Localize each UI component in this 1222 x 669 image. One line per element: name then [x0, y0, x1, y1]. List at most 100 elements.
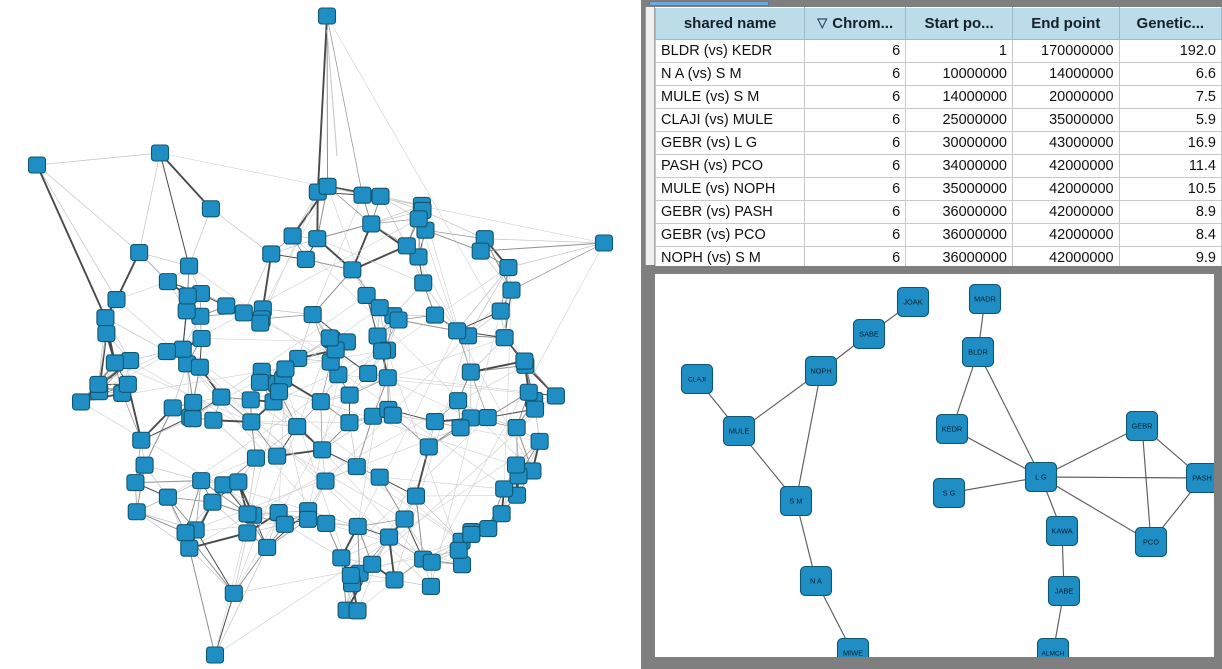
node-shape[interactable]: [238, 524, 257, 542]
node-shape[interactable]: [316, 472, 335, 490]
graph-node[interactable]: [363, 555, 382, 573]
graph-node[interactable]: [298, 510, 318, 528]
column-header-start_point[interactable]: Start po...: [905, 7, 1013, 40]
network-overview-canvas[interactable]: [0, 0, 641, 669]
graph-node[interactable]: [190, 358, 209, 376]
graph-node[interactable]: [126, 474, 145, 492]
graph-node[interactable]: [118, 375, 137, 393]
graph-node[interactable]: [353, 186, 372, 204]
graph-node[interactable]: [380, 528, 399, 546]
column-header-shared_name[interactable]: shared name: [654, 7, 806, 40]
graph-node[interactable]: [180, 257, 199, 275]
node-shape[interactable]: [968, 283, 1002, 315]
graph-node[interactable]: L G: [1024, 461, 1058, 493]
cell-end_point[interactable]: 35000000: [1011, 108, 1120, 132]
node-shape[interactable]: [385, 571, 404, 589]
graph-node[interactable]: [371, 187, 390, 205]
node-shape[interactable]: [448, 322, 467, 340]
cell-start_point[interactable]: 1: [905, 39, 1013, 63]
node-shape[interactable]: [371, 187, 390, 205]
node-shape[interactable]: [372, 342, 392, 360]
graph-node[interactable]: [192, 329, 211, 348]
cell-end_point[interactable]: 43000000: [1011, 131, 1120, 155]
cell-chromosome[interactable]: 6: [804, 223, 907, 247]
node-shape[interactable]: [72, 393, 91, 411]
graph-node[interactable]: [594, 234, 614, 252]
node-shape[interactable]: [395, 510, 414, 528]
cell-shared_name[interactable]: PASH (vs) PCO: [654, 154, 806, 178]
cell-genetic[interactable]: 11.4: [1118, 154, 1222, 178]
node-shape[interactable]: [251, 314, 270, 332]
node-shape[interactable]: [499, 258, 518, 277]
graph-node[interactable]: [495, 329, 514, 347]
cell-genetic[interactable]: 10.5: [1118, 177, 1222, 201]
column-header-chromosome[interactable]: ▽ Chrom...: [804, 7, 907, 40]
table-row[interactable]: PASH (vs) PCO 6 34000000 42000000 11.4: [654, 154, 1222, 178]
graph-node[interactable]: [238, 524, 257, 542]
graph-node[interactable]: [234, 304, 253, 322]
node-shape[interactable]: [368, 327, 387, 345]
node-shape[interactable]: [234, 304, 253, 322]
node-shape[interactable]: [378, 369, 397, 387]
graph-node[interactable]: [203, 493, 222, 511]
graph-node[interactable]: [378, 369, 397, 387]
node-shape[interactable]: [348, 517, 367, 535]
node-shape[interactable]: [425, 306, 444, 324]
node-shape[interactable]: [320, 329, 339, 347]
node-shape[interactable]: [804, 355, 838, 387]
node-shape[interactable]: [406, 487, 426, 505]
node-shape[interactable]: [258, 538, 277, 557]
cell-shared_name[interactable]: CLAJI (vs) MULE: [654, 108, 806, 132]
node-shape[interactable]: [204, 411, 223, 429]
cell-genetic[interactable]: 7.5: [1118, 85, 1222, 109]
node-shape[interactable]: [127, 503, 146, 521]
graph-node[interactable]: [183, 410, 202, 428]
node-shape[interactable]: [192, 472, 211, 490]
graph-node[interactable]: [317, 514, 336, 532]
graph-node[interactable]: [201, 200, 220, 218]
node-shape[interactable]: [896, 286, 930, 318]
graph-node[interactable]: [406, 487, 426, 505]
cell-genetic[interactable]: 8.4: [1118, 223, 1222, 247]
table-row[interactable]: N A (vs) S M 6 10000000 14000000 6.6: [654, 62, 1222, 86]
node-shape[interactable]: [852, 318, 886, 350]
graph-node[interactable]: [397, 237, 416, 255]
graph-node[interactable]: [347, 458, 366, 476]
graph-node[interactable]: [340, 386, 359, 404]
table-tab-strip[interactable]: [649, 1, 769, 6]
cell-start_point[interactable]: 35000000: [905, 177, 1013, 201]
graph-node[interactable]: [491, 302, 510, 320]
graph-node[interactable]: [158, 273, 177, 291]
graph-node[interactable]: [318, 177, 337, 195]
graph-node[interactable]: [479, 520, 498, 538]
node-shape[interactable]: [722, 415, 756, 447]
node-shape[interactable]: [353, 186, 372, 204]
node-shape[interactable]: [121, 352, 140, 370]
graph-node[interactable]: [409, 210, 428, 228]
graph-node[interactable]: [303, 305, 322, 324]
graph-node[interactable]: [370, 299, 389, 317]
graph-node[interactable]: [546, 387, 565, 405]
node-shape[interactable]: [449, 541, 468, 559]
graph-node[interactable]: [192, 472, 211, 490]
graph-node[interactable]: [363, 407, 382, 425]
cell-start_point[interactable]: 36000000: [905, 223, 1013, 247]
graph-node[interactable]: [150, 144, 170, 162]
node-shape[interactable]: [1134, 526, 1168, 558]
cell-chromosome[interactable]: 6: [804, 154, 907, 178]
node-shape[interactable]: [190, 358, 209, 376]
node-shape[interactable]: [343, 261, 362, 279]
node-shape[interactable]: [118, 375, 137, 393]
graph-node[interactable]: [421, 577, 440, 595]
node-shape[interactable]: [205, 646, 225, 664]
graph-node[interactable]: [332, 549, 351, 567]
table-row[interactable]: MULE (vs) S M 6 14000000 20000000 7.5: [654, 85, 1222, 109]
graph-node[interactable]: [525, 400, 545, 418]
graph-node[interactable]: [158, 488, 177, 506]
column-header-end_point[interactable]: End point: [1011, 7, 1120, 40]
graph-node[interactable]: [317, 7, 337, 25]
cell-shared_name[interactable]: GEBR (vs) PCO: [654, 223, 806, 247]
cell-end_point[interactable]: 170000000: [1011, 39, 1120, 63]
graph-node[interactable]: KEDR: [935, 413, 969, 445]
cell-shared_name[interactable]: N A (vs) S M: [654, 62, 806, 86]
